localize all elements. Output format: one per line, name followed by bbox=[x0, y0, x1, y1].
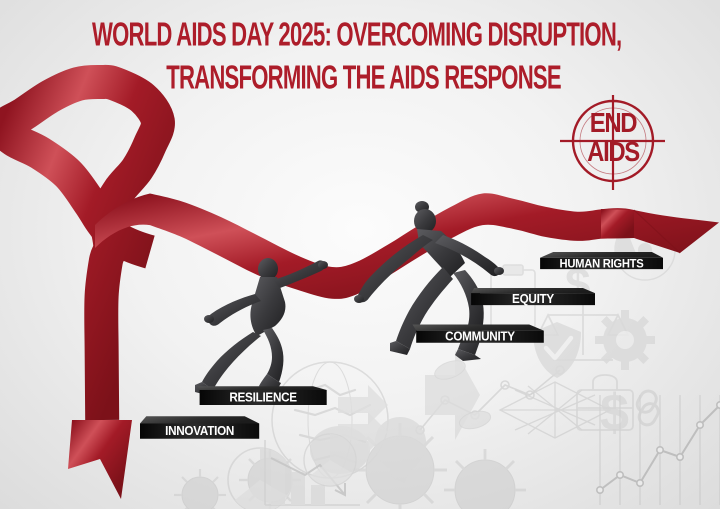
svg-text:INNOVATION: INNOVATION bbox=[165, 423, 234, 438]
svg-text:EQUITY: EQUITY bbox=[512, 291, 555, 306]
svg-text:COMMUNITY: COMMUNITY bbox=[445, 329, 516, 344]
svg-text:HUMAN RIGHTS: HUMAN RIGHTS bbox=[560, 257, 644, 271]
svg-text:RESILIENCE: RESILIENCE bbox=[229, 390, 297, 405]
svg-text:END: END bbox=[590, 106, 637, 138]
svg-text:AIDS: AIDS bbox=[587, 135, 640, 167]
